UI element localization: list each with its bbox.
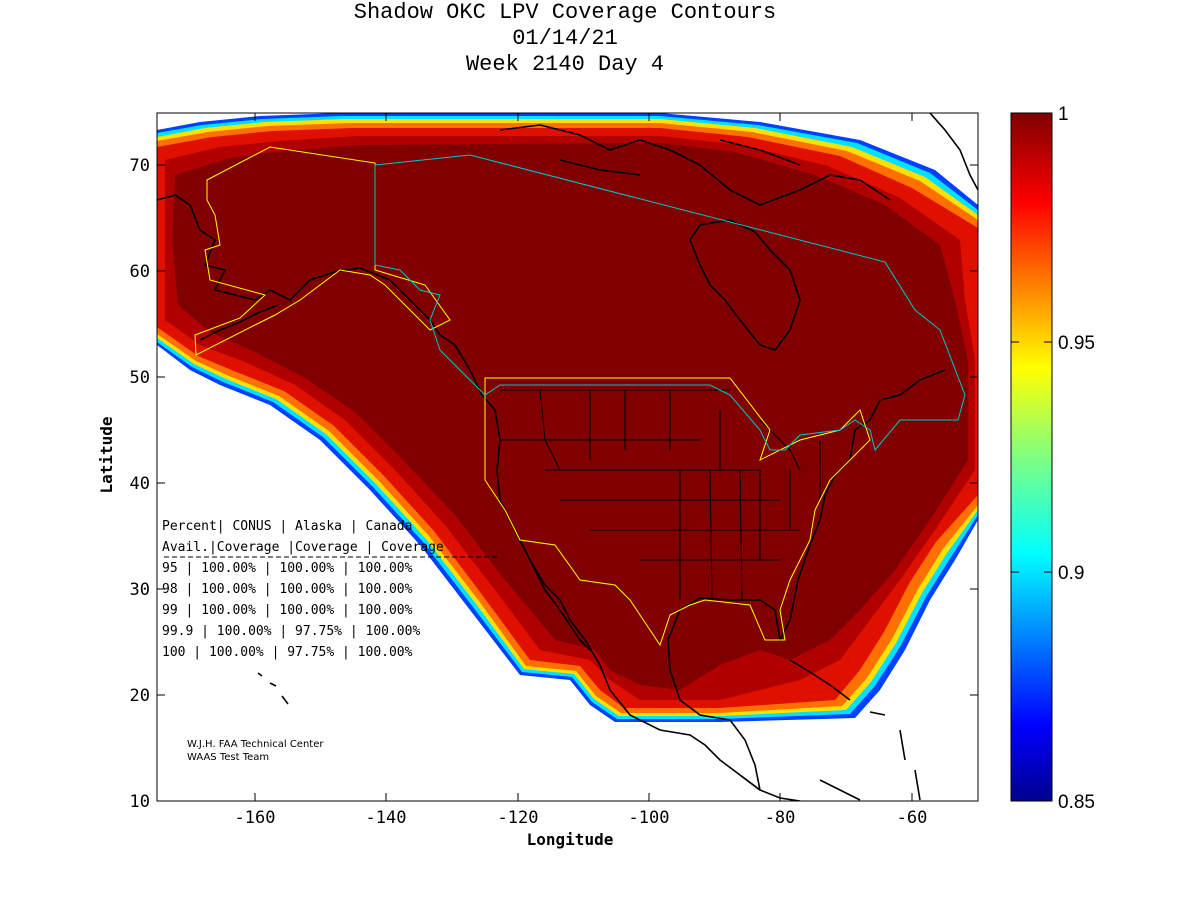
plot-frame (156, 112, 979, 802)
x-tick-labels: -160 -140 -120 -100 -80 -60 (235, 808, 928, 828)
baja-peninsula (529, 559, 591, 651)
table-row: 98 | 100.00% | 100.00% | 100.00% (162, 582, 413, 597)
y-axis-label: Latitude (97, 416, 116, 493)
colorbar-labels: 1 0.95 0.9 0.85 (1058, 104, 1095, 813)
table-header-2: Avail.|Coverage |Coverage | Coverage (162, 540, 444, 555)
alaska-service-border (194, 146, 451, 356)
colorbar-tick-label: 0.85 (1058, 792, 1095, 813)
x-tick-label: -160 (235, 808, 276, 828)
y-tick-label: 20 (130, 686, 150, 706)
arctic-islands (499, 124, 891, 206)
colorbar-tick-label: 1 (1058, 104, 1069, 125)
y-tick-label: 70 (130, 156, 150, 176)
colorbar-ticks (1011, 341, 1052, 573)
greenland-coastline (929, 113, 978, 191)
table-row: 100 | 100.00% | 97.75% | 100.00% (162, 645, 413, 660)
y-tick-labels: 10 20 30 40 50 60 70 (130, 156, 150, 812)
alaska-coastline (157, 194, 441, 336)
x-tick-label: -100 (629, 808, 670, 828)
x-tick-label: -80 (765, 808, 796, 828)
region-borders (194, 146, 966, 647)
hudson-bay-coastline (689, 219, 801, 351)
x-axis-label: Longitude (527, 830, 614, 849)
conus-service-border (484, 377, 871, 647)
colorbar-tick-label: 0.95 (1058, 333, 1095, 354)
y-tick-label: 40 (130, 474, 150, 494)
caribbean-islands (789, 659, 921, 801)
coastlines (157, 113, 978, 801)
hawaii-islands (257, 672, 289, 705)
coverage-contours (157, 113, 978, 722)
x-tick-label: -120 (498, 808, 539, 828)
credit-team: WAAS Test Team (187, 752, 269, 763)
axis-ticks (157, 113, 978, 801)
x-tick-label: -140 (366, 808, 407, 828)
coverage-full-region (172, 143, 968, 690)
x-tick-label: -60 (897, 808, 928, 828)
table-row: 99.9 | 100.00% | 97.75% | 100.00% (162, 624, 420, 639)
central-america (739, 774, 861, 801)
chart-title: Shadow OKC LPV Coverage Contours (353, 0, 777, 25)
aleutian-chain (199, 304, 279, 341)
table-header-1: Percent| CONUS | Alaska | Canada (162, 519, 412, 534)
table-row: 95 | 100.00% | 100.00% | 100.00% (162, 561, 413, 576)
chart-date: 01/14/21 (512, 26, 618, 51)
state-borders (500, 389, 821, 601)
coverage-table: Percent| CONUS | Alaska | Canada Avail.|… (162, 519, 500, 660)
chart-week-day: Week 2140 Day 4 (465, 52, 665, 77)
y-tick-label: 30 (130, 580, 150, 600)
pacific-coastline (439, 334, 761, 791)
colorbar-tick-label: 0.9 (1058, 563, 1084, 584)
y-tick-label: 50 (130, 368, 150, 388)
colorbar (1010, 112, 1053, 802)
y-tick-label: 10 (130, 792, 150, 812)
credit-center: W.J.H. FAA Technical Center (187, 739, 324, 750)
y-tick-label: 60 (130, 262, 150, 282)
canada-service-border (374, 154, 966, 452)
table-row: 99 | 100.00% | 100.00% | 100.00% (162, 603, 413, 618)
